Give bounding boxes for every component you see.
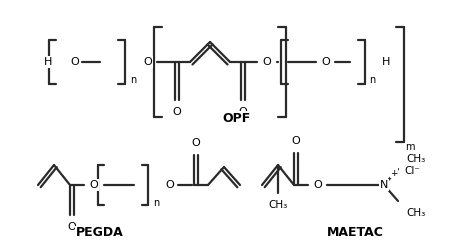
Text: O: O xyxy=(144,57,152,67)
Text: n: n xyxy=(130,75,136,85)
Text: O: O xyxy=(90,180,99,190)
Text: N: N xyxy=(380,180,388,190)
Text: +: + xyxy=(390,168,398,177)
Text: n: n xyxy=(153,198,159,208)
Text: O: O xyxy=(238,107,247,117)
Text: OPF: OPF xyxy=(223,112,251,124)
Text: O: O xyxy=(165,180,174,190)
Text: CH₃: CH₃ xyxy=(406,208,425,218)
Text: n: n xyxy=(369,75,375,85)
Text: CH₃: CH₃ xyxy=(268,200,288,210)
Text: O: O xyxy=(68,222,76,232)
Text: m: m xyxy=(405,142,415,152)
Text: O: O xyxy=(322,57,330,67)
Text: Cl⁻: Cl⁻ xyxy=(404,166,420,176)
Text: MAETAC: MAETAC xyxy=(327,226,383,239)
Text: PEGDA: PEGDA xyxy=(76,226,124,239)
Text: O: O xyxy=(292,136,301,146)
Text: H: H xyxy=(382,57,391,67)
Text: O: O xyxy=(173,107,182,117)
Text: CH₃: CH₃ xyxy=(406,154,425,164)
Text: O: O xyxy=(191,138,201,148)
Text: O: O xyxy=(263,57,272,67)
Text: H: H xyxy=(44,57,52,67)
Text: O: O xyxy=(314,180,322,190)
Text: O: O xyxy=(71,57,79,67)
